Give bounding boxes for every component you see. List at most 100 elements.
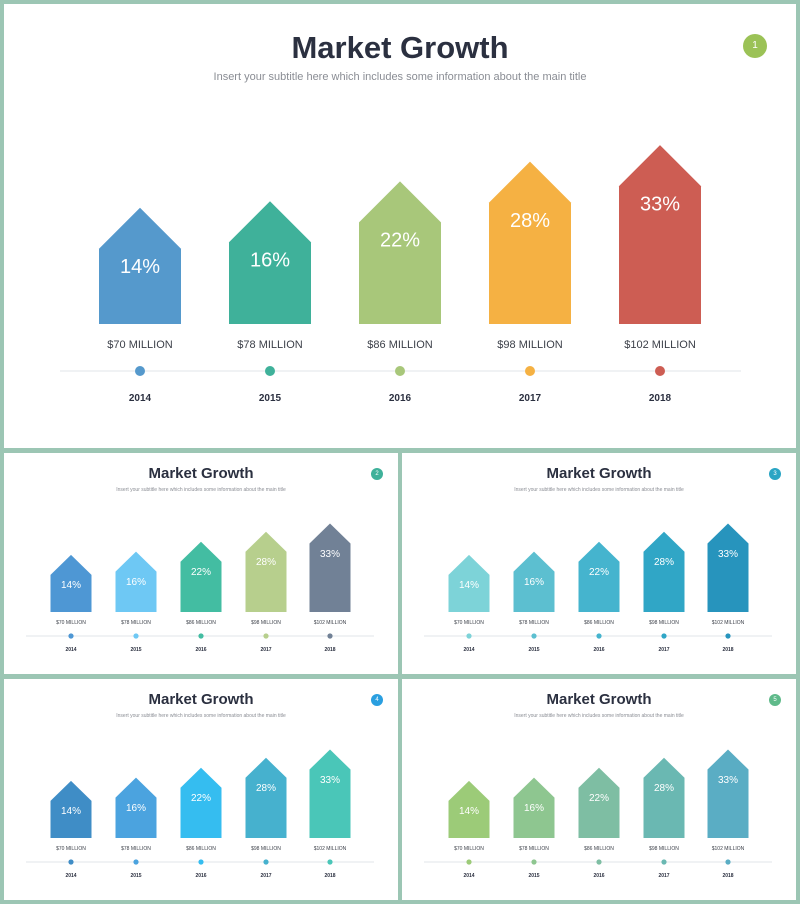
slide-2: Market Growth Insert your subtitle here … xyxy=(4,453,398,674)
year-tick-label: 2017 xyxy=(658,647,669,653)
bar-value-label: 28% xyxy=(256,557,276,568)
amount-label: $70 MILLION xyxy=(107,339,172,351)
slide-title: Market Growth xyxy=(546,465,652,482)
bar-2018 xyxy=(619,145,701,324)
bar-chart: 14% $70 MILLION 2014 16% $78 MILLION 2015 22% $… xyxy=(26,523,374,653)
bar-2016 xyxy=(180,541,222,612)
slide-subtitle: Insert your subtitle here which includes… xyxy=(116,487,286,493)
amount-label: $102 MILLION xyxy=(712,846,745,852)
bar-value-label: 16% xyxy=(250,249,290,271)
bar-value-label: 22% xyxy=(589,793,609,804)
slide-title: Market Growth xyxy=(148,465,254,482)
bar-2014 xyxy=(448,780,490,838)
bar-2015 xyxy=(115,551,157,612)
amount-label: $98 MILLION xyxy=(649,846,679,852)
bar-value-label: 33% xyxy=(640,193,680,215)
amount-label: $102 MILLION xyxy=(624,339,696,351)
year-tick-label: 2018 xyxy=(722,647,733,653)
bar-value-label: 14% xyxy=(61,580,81,591)
bar-2014 xyxy=(448,554,490,612)
bar-2016 xyxy=(359,181,441,324)
slide-subtitle: Insert your subtitle here which includes… xyxy=(514,713,684,719)
year-tick-label: 2016 xyxy=(389,393,412,404)
timeline-dot xyxy=(263,859,269,865)
page-number-badge: 3 xyxy=(769,468,781,480)
bar-2016 xyxy=(180,767,222,838)
timeline-dot xyxy=(327,859,333,865)
slide-subtitle: Insert your subtitle here which includes… xyxy=(514,487,684,493)
year-tick-label: 2015 xyxy=(528,647,539,653)
timeline-dot xyxy=(263,633,269,639)
bar-value-label: 28% xyxy=(256,783,276,794)
amount-label: $98 MILLION xyxy=(251,620,281,626)
bar-value-label: 14% xyxy=(459,580,479,591)
timeline-dot xyxy=(466,859,472,865)
bar-chart: 14% $70 MILLION 2014 16% $78 MILLION 2015 22% $… xyxy=(60,145,741,404)
bar-2017 xyxy=(643,757,685,838)
year-tick-label: 2015 xyxy=(130,647,141,653)
slide-4: Market Growth Insert your subtitle here … xyxy=(4,679,398,900)
page-number-badge: 1 xyxy=(743,34,767,58)
bar-2018 xyxy=(309,523,351,612)
amount-label: $86 MILLION xyxy=(584,846,614,852)
bar-value-label: 16% xyxy=(524,803,544,814)
amount-label: $70 MILLION xyxy=(56,620,86,626)
year-tick-label: 2016 xyxy=(593,647,604,653)
year-tick-label: 2015 xyxy=(259,393,282,404)
bar-value-label: 22% xyxy=(380,230,420,252)
bar-2017 xyxy=(489,161,571,324)
bar-2015 xyxy=(229,201,311,324)
slide-title: Market Growth xyxy=(291,30,509,65)
bar-2014 xyxy=(50,554,92,612)
bar-2014 xyxy=(99,207,181,324)
timeline-dot xyxy=(596,633,602,639)
timeline-dot xyxy=(198,859,204,865)
year-tick-label: 2018 xyxy=(722,873,733,879)
year-tick-label: 2018 xyxy=(324,873,335,879)
timeline-dot xyxy=(68,859,74,865)
year-tick-label: 2014 xyxy=(463,873,474,879)
amount-label: $78 MILLION xyxy=(121,620,151,626)
bar-value-label: 14% xyxy=(120,256,160,278)
amount-label: $102 MILLION xyxy=(314,846,347,852)
bar-value-label: 28% xyxy=(510,210,550,232)
timeline-dot xyxy=(466,633,472,639)
slide-title: Market Growth xyxy=(148,691,254,708)
year-tick-label: 2017 xyxy=(519,393,542,404)
bar-value-label: 14% xyxy=(61,806,81,817)
timeline-dot xyxy=(596,859,602,865)
timeline-dot xyxy=(661,859,667,865)
page-number-badge: 2 xyxy=(371,468,383,480)
bar-2018 xyxy=(707,749,749,838)
slide-1: Market Growth Insert your subtitle here … xyxy=(4,4,796,448)
amount-label: $70 MILLION xyxy=(56,846,86,852)
timeline-dot xyxy=(525,366,535,376)
bar-value-label: 28% xyxy=(654,783,674,794)
bar-value-label: 16% xyxy=(126,803,146,814)
bar-2015 xyxy=(513,777,555,838)
amount-label: $98 MILLION xyxy=(497,339,562,351)
timeline-dot xyxy=(395,366,405,376)
year-tick-label: 2017 xyxy=(658,873,669,879)
bar-2016 xyxy=(578,767,620,838)
bar-2018 xyxy=(707,523,749,612)
amount-label: $78 MILLION xyxy=(519,846,549,852)
year-tick-label: 2015 xyxy=(130,873,141,879)
timeline-dot xyxy=(135,366,145,376)
bar-2018 xyxy=(309,749,351,838)
timeline-dot xyxy=(327,633,333,639)
slide-5: Market Growth Insert your subtitle here … xyxy=(402,679,796,900)
amount-label: $86 MILLION xyxy=(584,620,614,626)
bar-chart: 14% $70 MILLION 2014 16% $78 MILLION 2015 22% $… xyxy=(424,523,772,653)
timeline-dot xyxy=(531,633,537,639)
timeline-dot xyxy=(531,859,537,865)
year-tick-label: 2014 xyxy=(65,647,76,653)
year-tick-label: 2017 xyxy=(260,873,271,879)
year-tick-label: 2014 xyxy=(65,873,76,879)
amount-label: $86 MILLION xyxy=(186,846,216,852)
year-tick-label: 2016 xyxy=(593,873,604,879)
timeline-dot xyxy=(68,633,74,639)
bar-value-label: 33% xyxy=(320,549,340,560)
bar-value-label: 33% xyxy=(320,775,340,786)
timeline-dot xyxy=(198,633,204,639)
